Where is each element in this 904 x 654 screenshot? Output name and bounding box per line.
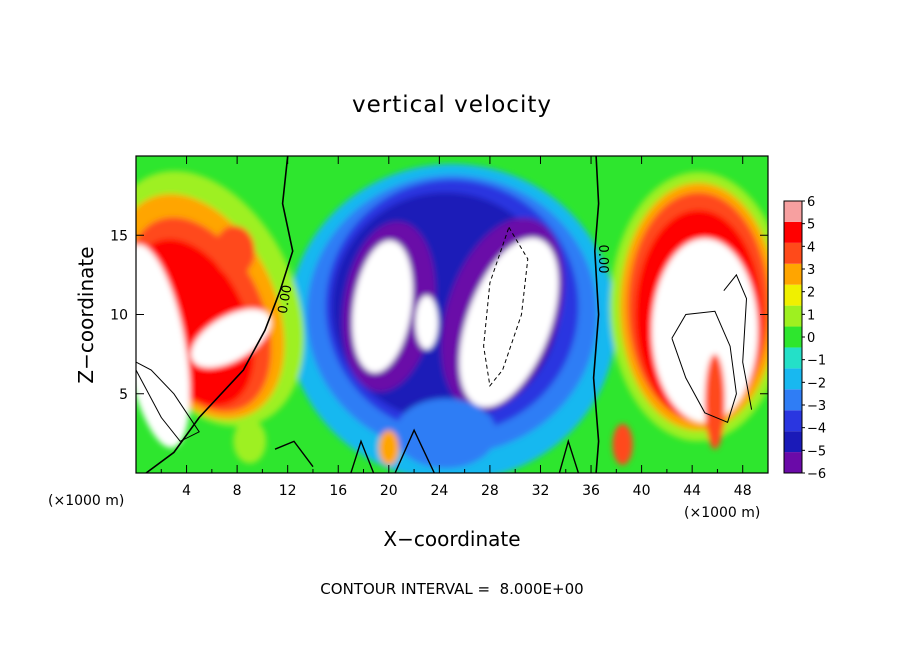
x-axis-label: X−coordinate	[383, 527, 520, 551]
x-tick-label: 44	[683, 483, 701, 499]
colorbar-swatch	[784, 242, 802, 264]
field-spot	[378, 430, 399, 466]
contour-lines	[136, 156, 753, 473]
zero-contour-right	[592, 156, 600, 473]
chart-title: vertical velocity	[352, 92, 552, 118]
colorbar-swatch	[784, 305, 802, 327]
colorbar-label: −5	[807, 444, 826, 459]
lower-contour	[558, 438, 580, 473]
updraft-plume	[704, 354, 726, 450]
colorbar-label: −4	[807, 422, 826, 437]
colorbar-swatch	[784, 326, 802, 348]
field-spot	[233, 419, 267, 464]
colorbar-label: −6	[807, 467, 826, 482]
colorbar-label: 6	[807, 195, 815, 210]
x-tick-label: 12	[279, 483, 297, 499]
x-tick-label: 48	[734, 483, 752, 499]
y-axis-label: Z−coordinate	[74, 246, 98, 383]
x-tick-label: 20	[380, 483, 398, 499]
downdraft-saturated	[352, 240, 413, 373]
colorbar-swatch	[784, 452, 802, 473]
downdraft-lower	[395, 398, 497, 469]
updraft-saturated	[136, 244, 190, 448]
x-tick-label: 28	[481, 483, 499, 499]
colorbar-label: 0	[807, 331, 815, 346]
plot-area	[136, 156, 768, 473]
colorbar-label: 3	[807, 263, 815, 278]
x-tick-label: 32	[532, 483, 550, 499]
colorbar-label: −3	[807, 399, 826, 414]
lower-contour	[350, 439, 375, 473]
thin-contour-left	[136, 361, 200, 442]
colorbar-swatch	[784, 431, 802, 453]
x-unit-label-left: (×1000 m)	[48, 493, 124, 509]
colorbar-label: 5	[807, 218, 815, 233]
x-tick-label: 40	[633, 483, 651, 499]
downdraft-saturated	[415, 295, 439, 350]
updraft-saturated	[190, 308, 271, 368]
colorbar-swatch	[784, 347, 802, 369]
contour-label-left: 0.00	[276, 284, 296, 315]
thin-contour-right-2	[723, 273, 753, 410]
colorbar-label: −2	[807, 376, 826, 391]
colorbar-label: 2	[807, 286, 815, 301]
colorbar-swatch	[784, 221, 802, 243]
colorbar-swatch	[784, 368, 802, 390]
lower-contour	[274, 440, 314, 468]
contour-label-right: 0.00	[595, 245, 610, 274]
y-tick-label: 10	[110, 308, 128, 324]
x-tick-label: 8	[233, 483, 242, 499]
colorbar-swatch	[784, 201, 802, 222]
x-unit-label-right: (×1000 m)	[684, 505, 760, 521]
colorbar-label: 1	[807, 308, 815, 323]
field-spot	[612, 423, 633, 466]
y-tick-label: 5	[119, 387, 128, 403]
x-axis-ticks: 4 8 12 16 20 24 28 32 36 40 44 48	[160, 156, 752, 499]
lower-contour	[394, 428, 435, 473]
updraft-spot	[214, 225, 255, 277]
x-tick-label: 16	[329, 483, 347, 499]
colorbar-swatch	[784, 410, 802, 432]
colorbar-swatch	[784, 284, 802, 306]
downdraft-saturated	[459, 237, 559, 408]
colorbar-label: −1	[807, 354, 826, 369]
colorbar: −6 −5 −4 −3 −2 −1 0 1 2 3 4 5 6	[783, 195, 826, 482]
y-axis-ticks: 5 10 15	[110, 228, 768, 403]
x-tick-label: 4	[182, 483, 191, 499]
velocity-field	[136, 163, 768, 473]
x-tick-label: 36	[582, 483, 600, 499]
contour-label-group: 0.00 0.00	[276, 245, 610, 315]
x-tick-label: 24	[430, 483, 448, 499]
colorbar-label: 4	[807, 240, 815, 255]
thin-contour-right	[671, 310, 737, 423]
y-tick-label: 15	[110, 228, 128, 244]
contour-interval-text: CONTOUR INTERVAL = 8.000E+00	[320, 580, 583, 598]
dashed-contour	[483, 227, 529, 387]
colorbar-swatch	[784, 389, 802, 411]
updraft-saturated	[651, 238, 758, 423]
colorbar-swatch	[784, 263, 802, 285]
